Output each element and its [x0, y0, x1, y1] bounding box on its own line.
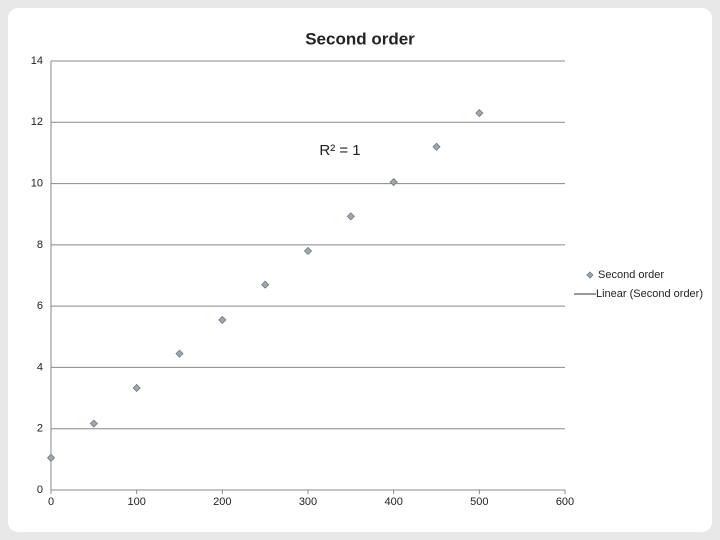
y-tick-label: 2: [37, 423, 43, 435]
data-point: [132, 383, 141, 393]
y-tick-label: 12: [31, 116, 43, 128]
y-tick-label: 8: [37, 239, 43, 251]
x-tick-label: 500: [470, 496, 488, 508]
data-point: [46, 453, 56, 462]
x-tick-label: 100: [127, 496, 145, 508]
data-point: [475, 109, 484, 118]
x-tick-label: 200: [213, 496, 231, 508]
x-tick-label: 300: [299, 496, 317, 508]
x-tick-label: 600: [556, 496, 574, 508]
y-tick-label: 6: [37, 300, 43, 312]
x-tick-label: 0: [48, 496, 54, 508]
legend-marker: [586, 271, 594, 279]
x-tick-label: 400: [384, 496, 402, 508]
data-point: [261, 280, 270, 289]
y-tick-label: 4: [37, 361, 43, 373]
y-tick-label: 14: [31, 55, 43, 67]
annotation: R² = 1: [319, 142, 360, 159]
data-point: [389, 177, 398, 187]
legend-label: Second order: [598, 269, 664, 281]
chart-title: Second order: [305, 29, 415, 48]
data-point: [89, 419, 98, 428]
data-point: [303, 246, 313, 256]
y-tick-label: 10: [31, 177, 43, 189]
legend-label: Linear (Second order): [596, 288, 703, 300]
data-point: [432, 142, 441, 151]
data-point: [175, 349, 184, 358]
data-point: [346, 212, 355, 221]
slide-panel: [8, 8, 712, 532]
y-tick-label: 0: [37, 484, 43, 496]
data-point: [218, 315, 227, 324]
